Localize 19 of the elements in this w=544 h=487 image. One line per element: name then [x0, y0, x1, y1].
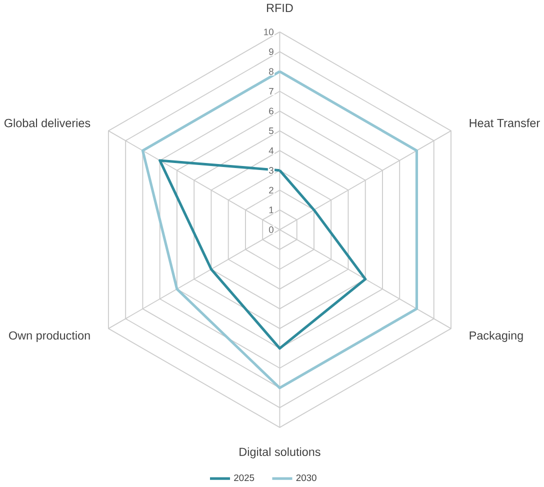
- spoke-label: Digital solutions: [240, 447, 320, 458]
- y-tick-label: 3: [268, 166, 274, 174]
- spoke-label: Packaging: [470, 330, 523, 342]
- spoke-label: Global deliveries: [4, 118, 90, 127]
- y-tick-label: 9: [269, 48, 274, 55]
- y-tick-label: 6: [269, 108, 274, 114]
- y-tick-label: 1: [269, 206, 274, 213]
- y-tick-label: 5: [268, 127, 274, 134]
- spoke-label: Own production: [9, 330, 90, 342]
- spoke-label: RFID: [267, 4, 293, 12]
- y-tick-label: 7: [269, 88, 274, 94]
- y-tick-label: 4: [268, 147, 274, 154]
- spoke-label: Heat Transfer: [470, 118, 540, 127]
- y-tick-label: 2: [269, 186, 274, 194]
- legend-label: 2030: [296, 474, 316, 481]
- y-tick-label: 8: [269, 68, 274, 75]
- legend-label: 2025: [234, 474, 254, 481]
- y-tick-label: 10: [264, 28, 274, 36]
- y-tick-label: 0: [268, 226, 274, 233]
